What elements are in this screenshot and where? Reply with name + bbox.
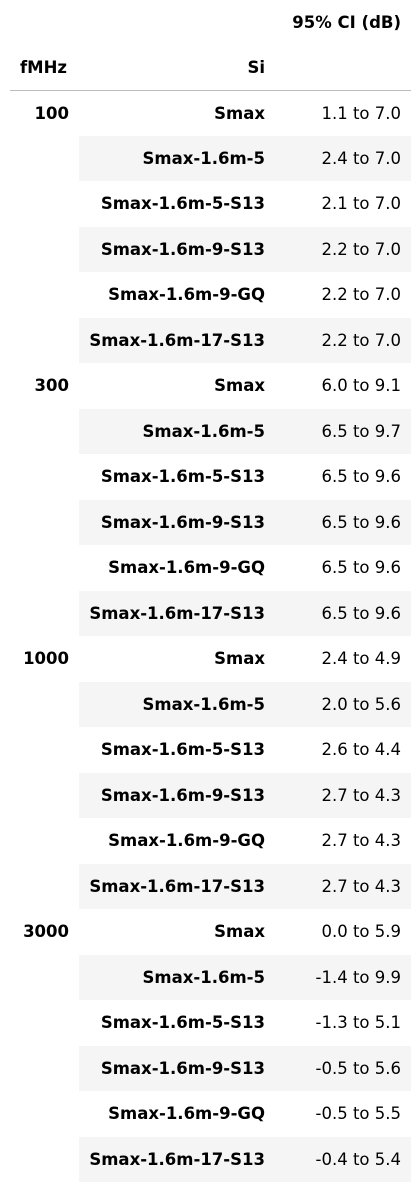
- si-cell: Smax-1.6m-9-S13: [79, 1045, 275, 1091]
- ci-cell: 2.7 to 4.3: [275, 772, 411, 818]
- table-row: Smax-1.6m-9-S13 -0.5 to 5.6: [10, 1045, 411, 1091]
- si-cell: Smax-1.6m-9-S13: [79, 499, 275, 545]
- si-cell: Smax: [214, 649, 265, 669]
- ci-cell: 1.1 to 7.0: [321, 103, 401, 123]
- ci-cell: 6.5 to 9.7: [275, 408, 411, 454]
- si-cell: Smax-1.6m-5: [79, 954, 275, 1000]
- fmhz-column-header: fMHz: [10, 45, 79, 91]
- si-cell: Smax-1.6m-17-S13: [79, 1136, 275, 1182]
- fmhz-group-label: 300: [10, 363, 79, 636]
- fmhz-group-label: 100: [10, 90, 79, 363]
- ci-cell: 2.7 to 4.3: [275, 863, 411, 909]
- table-header: 95% CI (dB) fMHz Si: [10, 0, 411, 91]
- si-cell: Smax-1.6m-5-S13: [100, 1013, 265, 1033]
- si-cell: Smax-1.6m-5-S13: [100, 467, 265, 487]
- table-row: Smax-1.6m-5 2.0 to 5.6: [10, 681, 411, 727]
- header-empty-cell: [275, 45, 411, 91]
- table-row: Smax-1.6m-5-S13 6.5 to 9.6: [10, 454, 411, 500]
- table-body: 100 Smax 1.1 to 7.0 Smax-1.6m-5 2.4 to 7.0 Sm…: [10, 90, 411, 1182]
- si-cell: Smax-1.6m-9-S13: [79, 772, 275, 818]
- ci-cell: 0.0 to 5.9: [321, 922, 401, 942]
- fmhz-group-label: 3000: [10, 909, 79, 1182]
- ci-cell: -1.3 to 5.1: [315, 1013, 402, 1033]
- ci-cell: 2.4 to 7.0: [275, 135, 411, 181]
- header-empty-cell: [79, 0, 275, 45]
- ci-column-header: 95% CI (dB): [292, 13, 401, 32]
- table-row: 300 Smax 6.0 to 9.1: [10, 363, 411, 636]
- ci-cell: 2.2 to 7.0: [321, 285, 401, 305]
- si-cell: Smax-1.6m-5: [79, 681, 275, 727]
- si-cell: Smax-1.6m-5: [79, 135, 275, 181]
- ci-cell: -0.5 to 5.5: [315, 1104, 402, 1124]
- si-cell: Smax-1.6m-9-GQ: [108, 831, 265, 851]
- si-cell: Smax-1.6m-9-GQ: [108, 558, 265, 578]
- ci-cell: 6.5 to 9.6: [321, 558, 401, 578]
- table-row: Smax-1.6m-9-S13 2.7 to 4.3: [10, 772, 411, 818]
- si-cell: Smax-1.6m-9-GQ: [108, 1104, 265, 1124]
- si-cell: Smax-1.6m-17-S13: [79, 317, 275, 363]
- ci-cell: 6.5 to 9.6: [275, 499, 411, 545]
- ci-cell: 2.2 to 7.0: [275, 226, 411, 272]
- si-cell: Smax-1.6m-9-GQ: [108, 285, 265, 305]
- table-row: Smax-1.6m-5 2.4 to 7.0: [10, 135, 411, 181]
- results-table: 95% CI (dB) fMHz Si 100 Smax 1.1 to 7.0 Sma…: [10, 0, 411, 1182]
- table-row: Smax-1.6m-9-S13 6.5 to 9.6: [10, 499, 411, 545]
- table-row: Smax-1.6m-5-S13 -1.3 to 5.1: [10, 1000, 411, 1046]
- ci-cell: 6.5 to 9.6: [275, 590, 411, 636]
- si-column-header: Si: [79, 45, 275, 91]
- fmhz-group-label: 1000: [10, 636, 79, 909]
- si-cell: Smax-1.6m-5-S13: [100, 194, 265, 214]
- header-empty-cell: [10, 0, 79, 45]
- ci-cell: -1.4 to 9.9: [275, 954, 411, 1000]
- ci-cell: 6.5 to 9.6: [321, 467, 401, 487]
- table-row: 100 Smax 1.1 to 7.0: [10, 90, 411, 363]
- ci-cell: 2.1 to 7.0: [321, 194, 401, 214]
- si-cell: Smax-1.6m-17-S13: [79, 590, 275, 636]
- table-row: Smax-1.6m-5-S13 2.6 to 4.4: [10, 727, 411, 773]
- table-row: Smax-1.6m-9-GQ 2.7 to 4.3: [10, 818, 411, 864]
- si-cell: Smax-1.6m-5-S13: [100, 740, 265, 760]
- table-row: Smax-1.6m-17-S13 -0.4 to 5.4: [10, 1136, 411, 1182]
- table-row: Smax-1.6m-17-S13 2.2 to 7.0: [10, 317, 411, 363]
- table-row: Smax-1.6m-5-S13 2.1 to 7.0: [10, 181, 411, 227]
- table-row: Smax-1.6m-17-S13 6.5 to 9.6: [10, 590, 411, 636]
- table-row: Smax-1.6m-5 -1.4 to 9.9: [10, 954, 411, 1000]
- table-row: 3000 Smax 0.0 to 5.9: [10, 909, 411, 1182]
- ci-cell: -0.5 to 5.6: [275, 1045, 411, 1091]
- si-cell: Smax-1.6m-9-S13: [79, 226, 275, 272]
- si-cell: Smax: [214, 376, 265, 396]
- si-cell: Smax: [214, 922, 265, 942]
- table-row: Smax-1.6m-17-S13 2.7 to 4.3: [10, 863, 411, 909]
- table-row: Smax-1.6m-9-GQ -0.5 to 5.5: [10, 1091, 411, 1137]
- ci-cell: 2.6 to 4.4: [321, 740, 401, 760]
- ci-cell: 2.2 to 7.0: [275, 317, 411, 363]
- table-row: Smax-1.6m-9-GQ 6.5 to 9.6: [10, 545, 411, 591]
- si-cell: Smax-1.6m-5: [79, 408, 275, 454]
- ci-cell: 2.7 to 4.3: [321, 831, 401, 851]
- table-row: 1000 Smax 2.4 to 4.9: [10, 636, 411, 909]
- table-row: Smax-1.6m-5 6.5 to 9.7: [10, 408, 411, 454]
- table-row: Smax-1.6m-9-S13 2.2 to 7.0: [10, 226, 411, 272]
- ci-cell: 2.4 to 4.9: [321, 649, 401, 669]
- si-cell: Smax-1.6m-17-S13: [79, 863, 275, 909]
- header-row-index: fMHz Si: [10, 45, 411, 91]
- table-row: Smax-1.6m-9-GQ 2.2 to 7.0: [10, 272, 411, 318]
- ci-cell: -0.4 to 5.4: [275, 1136, 411, 1182]
- ci-cell: 6.0 to 9.1: [321, 376, 401, 396]
- ci-cell: 2.0 to 5.6: [275, 681, 411, 727]
- header-row-top: 95% CI (dB): [10, 0, 411, 45]
- si-cell: Smax: [214, 103, 265, 123]
